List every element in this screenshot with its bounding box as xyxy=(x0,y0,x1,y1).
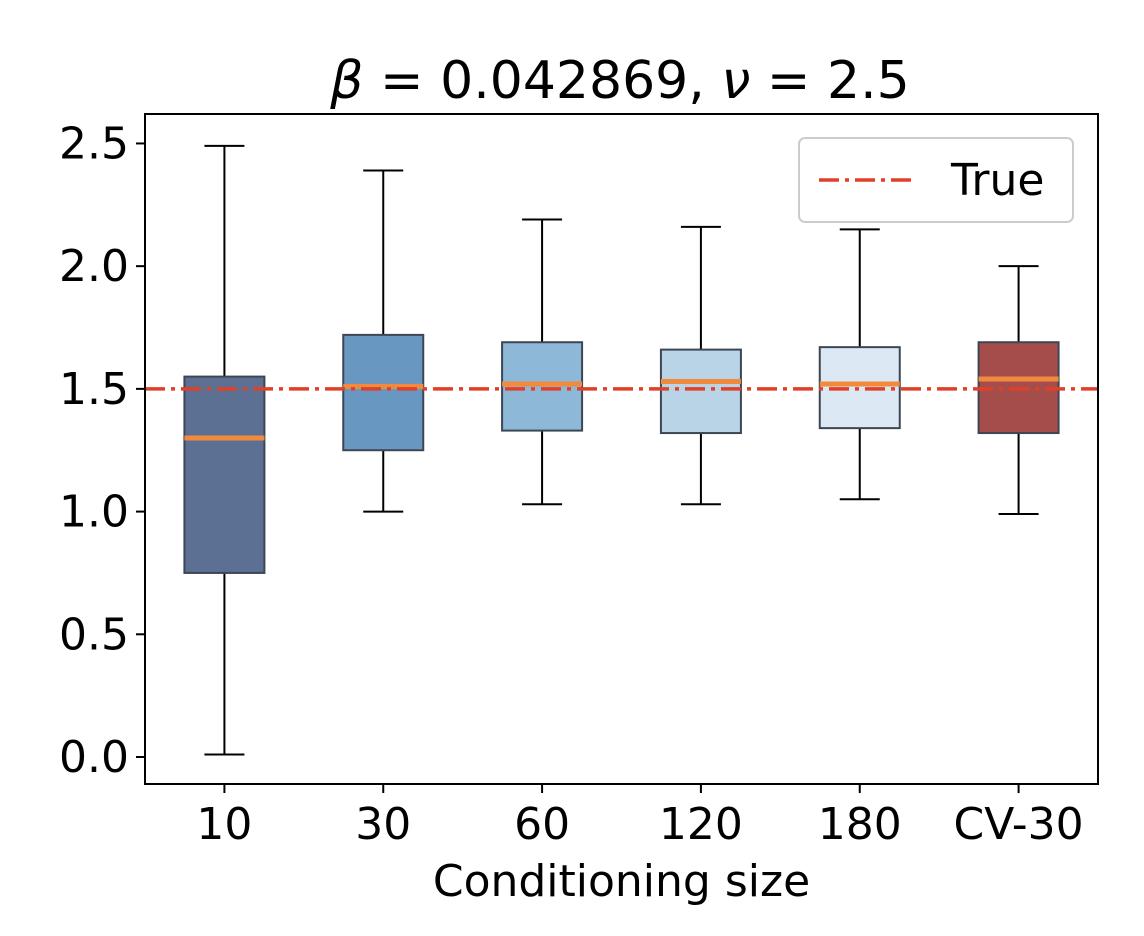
x-tick-label-CV-30: CV-30 xyxy=(954,799,1084,850)
title-nu-symbol: ν xyxy=(721,51,750,111)
x-tick-label-180: 180 xyxy=(818,799,902,850)
x-tick-label-10: 10 xyxy=(196,799,252,850)
box-body-30 xyxy=(342,333,425,452)
x-tick-label-60: 60 xyxy=(514,799,570,850)
box-120 xyxy=(659,225,742,506)
box-30 xyxy=(342,169,425,513)
y-tick-label-2.0: 2.0 xyxy=(59,241,129,292)
boxes-layer xyxy=(183,144,1060,756)
chart-title: β = 0.042869, ν = 2.5 xyxy=(329,51,909,111)
y-axis: 0.0 0.5 1.0 1.5 2.0 2.5 xyxy=(59,118,145,783)
legend-label-true: True xyxy=(950,155,1044,206)
x-axis-label: Conditioning size xyxy=(433,856,810,907)
y-tick-label-1.5: 1.5 xyxy=(59,364,129,415)
x-tick-label-120: 120 xyxy=(659,799,743,850)
legend: True xyxy=(798,137,1074,223)
plot-frame xyxy=(144,113,1099,785)
y-tick-label-1.0: 1.0 xyxy=(59,487,129,538)
box-body-10 xyxy=(183,375,266,574)
title-nu-value: 2.5 xyxy=(827,51,910,111)
title-beta-value: 0.042869 xyxy=(440,51,688,111)
x-axis: 10 30 60 120 180 CV-30 xyxy=(196,784,1084,850)
title-beta-symbol: β xyxy=(329,51,363,111)
y-tick-label-2.5: 2.5 xyxy=(59,118,129,169)
box-180 xyxy=(818,228,901,501)
y-tick-label-0.5: 0.5 xyxy=(59,609,129,660)
x-tick-label-30: 30 xyxy=(355,799,411,850)
y-tick-label-0.0: 0.0 xyxy=(59,732,129,783)
box-body-120 xyxy=(659,348,742,435)
box-60 xyxy=(501,218,584,506)
box-10 xyxy=(183,144,266,756)
legend-box xyxy=(798,137,1074,223)
